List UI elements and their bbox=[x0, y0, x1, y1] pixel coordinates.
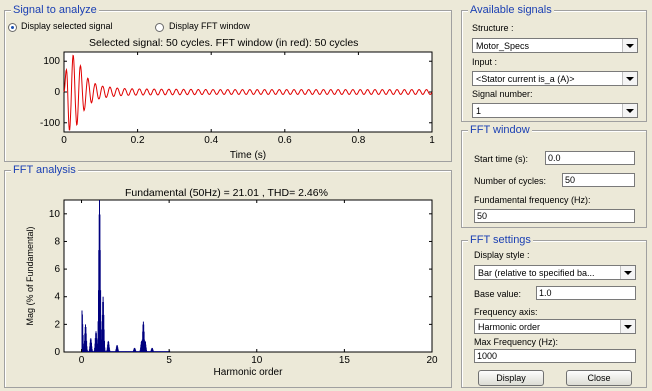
fft-bar bbox=[86, 349, 88, 352]
fft-y-tick-label: 10 bbox=[49, 209, 61, 220]
fft-x-tick-label: 0 bbox=[79, 355, 85, 366]
signal-number-value: 1 bbox=[476, 106, 482, 116]
chevron-down-icon[interactable] bbox=[622, 72, 637, 85]
signal-panel-title: Signal to analyze bbox=[11, 4, 99, 17]
input-select-value: <Stator current is_a (A)> bbox=[476, 74, 575, 84]
signal-x-ticks: 0 0.2 0.4 0.6 0.8 1 bbox=[61, 52, 435, 146]
structure-select[interactable]: Motor_Specs bbox=[472, 38, 638, 53]
signal-line bbox=[63, 54, 433, 131]
fft-analysis-panel: FFT analysis Fundamental (50Hz) = 21.01 … bbox=[4, 164, 452, 388]
chevron-down-icon[interactable] bbox=[620, 266, 635, 279]
fft-bar bbox=[109, 349, 111, 352]
signal-x-tick-label: 0.2 bbox=[131, 135, 145, 146]
signal-panel: Signal to analyze Display selected signa… bbox=[4, 4, 452, 162]
fft-y-tick-label: 4 bbox=[54, 292, 60, 303]
display-style-select[interactable]: Bar (relative to specified ba... bbox=[474, 265, 636, 280]
fft-plot-area bbox=[63, 199, 433, 353]
fft-x-tick-label: 5 bbox=[166, 355, 172, 366]
signal-x-tick-label: 1 bbox=[429, 135, 435, 146]
chevron-down-icon[interactable] bbox=[622, 39, 637, 52]
fft-window-title: FFT window bbox=[468, 124, 532, 137]
fft-x-ticks: 0 5 10 15 20 bbox=[79, 200, 438, 366]
display-fft-radio[interactable] bbox=[155, 23, 164, 32]
fft-bar bbox=[146, 349, 147, 352]
signal-x-tick-label: 0.4 bbox=[204, 135, 218, 146]
cycles-input[interactable]: 50 bbox=[562, 173, 635, 187]
freq-axis-select[interactable]: Harmonic order bbox=[474, 319, 636, 334]
input-select[interactable]: <Stator current is_a (A)> bbox=[472, 71, 638, 86]
display-fft-label[interactable]: Display FFT window bbox=[169, 21, 250, 31]
chevron-down-icon[interactable] bbox=[622, 104, 637, 117]
fft-x-tick-label: 10 bbox=[251, 355, 263, 366]
fft-bar bbox=[104, 347, 106, 352]
signal-plot-title: Selected signal: 50 cycles. FFT window (… bbox=[89, 37, 359, 49]
structure-select-value: Motor_Specs bbox=[476, 41, 530, 51]
signal-y-tick-label: 100 bbox=[43, 56, 60, 67]
fft-ylabel: Mag (% of Fundamental) bbox=[25, 226, 35, 325]
signal-x-tick-label: 0.8 bbox=[351, 135, 365, 146]
fund-freq-label: Fundamental frequency (Hz): bbox=[474, 195, 591, 205]
base-value-input[interactable]: 1.0 bbox=[536, 286, 636, 300]
fft-window-panel: FFT window Start time (s): 0.0 Number of… bbox=[461, 124, 647, 228]
fft-bar bbox=[145, 347, 147, 352]
fft-x-tick-label: 20 bbox=[426, 355, 438, 366]
display-signal-radio[interactable] bbox=[8, 23, 17, 32]
fft-bar bbox=[108, 347, 110, 352]
fft-y-tick-label: 0 bbox=[54, 347, 60, 358]
fft-bar bbox=[135, 350, 137, 352]
display-signal-label[interactable]: Display selected signal bbox=[21, 21, 113, 31]
freq-axis-label: Frequency axis: bbox=[474, 307, 538, 317]
signal-y-tick-label: 0 bbox=[54, 87, 60, 98]
input-label: Input : bbox=[472, 57, 498, 67]
fft-y-tick-label: 6 bbox=[54, 264, 60, 275]
available-signals-title: Available signals bbox=[468, 4, 554, 17]
signal-y-tick-label: -100 bbox=[40, 118, 60, 129]
max-freq-label: Max Frequency (Hz): bbox=[474, 337, 559, 347]
cycles-label: Number of cycles: bbox=[474, 176, 547, 186]
signal-y-ticks: 100 0 -100 bbox=[40, 56, 432, 129]
max-freq-input[interactable]: 1000 bbox=[474, 349, 636, 363]
fft-analysis-title: FFT analysis bbox=[11, 164, 78, 177]
fft-bar bbox=[91, 349, 93, 352]
fft-bar bbox=[100, 290, 102, 352]
available-signals-panel: Available signals Structure : Motor_Spec… bbox=[461, 4, 647, 122]
fft-bar bbox=[103, 329, 105, 352]
display-style-value: Bar (relative to specified ba... bbox=[478, 268, 595, 278]
fft-bars bbox=[81, 200, 171, 352]
fft-plot-title: Fundamental (50Hz) = 21.01 , THD= 2.46% bbox=[125, 187, 328, 199]
signal-number-select[interactable]: 1 bbox=[472, 103, 638, 118]
start-time-label: Start time (s): bbox=[474, 154, 529, 164]
fft-y-tick-label: 2 bbox=[54, 319, 60, 330]
display-button[interactable]: Display bbox=[478, 370, 544, 386]
base-value-label: Base value: bbox=[474, 289, 522, 299]
fft-xlabel: Harmonic order bbox=[214, 367, 284, 378]
display-style-label: Display style : bbox=[474, 250, 530, 260]
close-button[interactable]: Close bbox=[566, 370, 632, 386]
fft-bar bbox=[100, 321, 102, 352]
freq-axis-value: Harmonic order bbox=[478, 322, 541, 332]
structure-label: Structure : bbox=[472, 23, 514, 33]
fft-bar bbox=[152, 350, 154, 352]
fft-x-tick-label: 15 bbox=[339, 355, 351, 366]
fund-freq-input[interactable]: 50 bbox=[474, 209, 635, 223]
fft-bar bbox=[104, 350, 106, 352]
fft-bar bbox=[82, 343, 84, 352]
signal-xlabel: Time (s) bbox=[230, 150, 266, 161]
fft-y-tick-label: 8 bbox=[54, 236, 60, 247]
start-time-input[interactable]: 0.0 bbox=[545, 151, 635, 165]
fft-bar bbox=[104, 340, 105, 352]
fft-bar bbox=[86, 346, 88, 352]
fft-settings-title: FFT settings bbox=[468, 234, 533, 247]
fft-settings-panel: FFT settings Display style : Bar (relati… bbox=[461, 234, 647, 388]
chevron-down-icon[interactable] bbox=[620, 320, 635, 333]
fft-y-ticks: 10 8 6 4 2 0 bbox=[49, 209, 432, 358]
signal-x-tick-label: 0 bbox=[61, 135, 67, 146]
signal-number-label: Signal number: bbox=[472, 89, 533, 99]
fft-bar bbox=[82, 335, 84, 352]
signal-x-tick-label: 0.6 bbox=[278, 135, 292, 146]
